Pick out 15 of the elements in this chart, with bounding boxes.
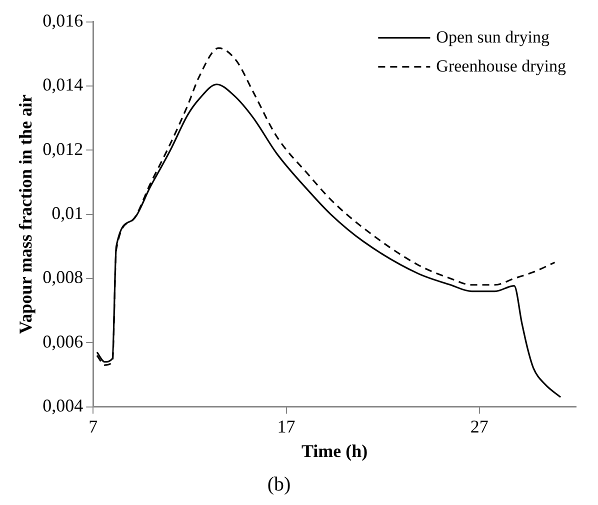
x-tick-label: 27 (470, 416, 488, 436)
y-tick-label: 0,006 (42, 331, 84, 352)
y-axis-title: Vapour mass fraction in the air (15, 94, 36, 334)
y-tick-label: 0,014 (42, 74, 84, 95)
y-tick-label: 0,016 (42, 10, 84, 31)
y-tick-label: 0,012 (42, 138, 84, 159)
x-tick-label: 17 (277, 416, 296, 436)
legend-label: Open sun drying (436, 27, 550, 46)
y-tick-label: 0,01 (52, 203, 84, 224)
legend-label: Greenhouse drying (436, 56, 566, 76)
x-axis-title: Time (h) (301, 440, 368, 461)
y-tick-label: 0,004 (42, 396, 84, 416)
x-tick-label: 7 (88, 416, 98, 436)
text: (b) (267, 473, 291, 496)
y-tick-label: 0,008 (42, 267, 84, 288)
